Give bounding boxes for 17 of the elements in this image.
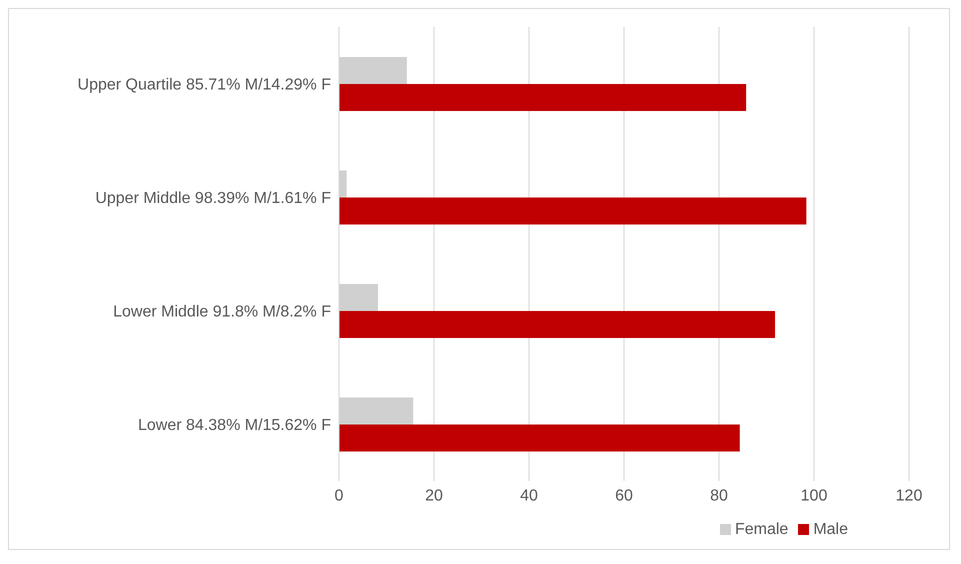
bar [339,311,776,338]
bar [339,424,740,452]
x-tick-label: 80 [710,487,728,504]
x-tick-label: 60 [615,487,633,504]
legend-label: Female [734,521,788,538]
bar [339,198,806,224]
legend-label: Male [813,521,848,538]
x-tick-label: 20 [425,487,443,504]
y-tick-label: Lower Middle 91.8% M/8.2% F [113,303,332,320]
bar [339,84,746,111]
y-tick-label: Upper Quartile 85.71% M/14.29% F [78,76,332,94]
x-tick-label: 40 [520,487,538,504]
y-tick-label: Upper Middle 98.39% M/1.61% F [95,190,332,207]
x-tick-label: 120 [896,487,922,504]
x-tick-label: 0 [334,487,344,504]
y-tick-label: Lower 84.38% M/15.62% F [138,416,332,434]
x-tick-label: 100 [800,487,828,504]
